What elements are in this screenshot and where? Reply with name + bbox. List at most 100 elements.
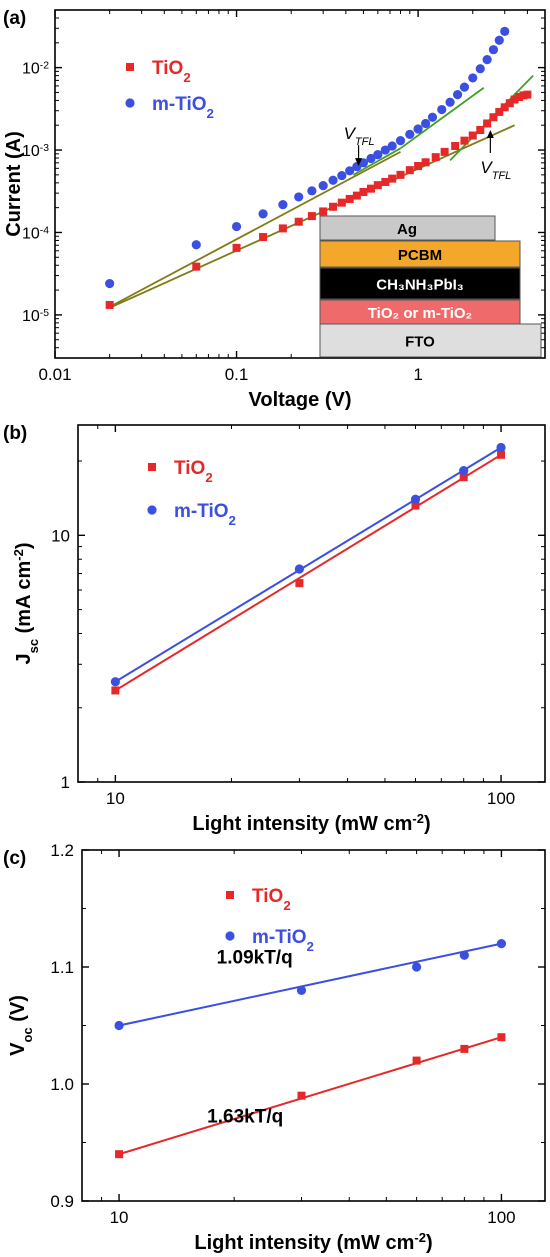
text-span: TiO₂ or m-TiO₂	[368, 305, 472, 322]
data-point-tio2	[459, 473, 468, 482]
data-point-mtio2	[105, 278, 115, 289]
legend-marker-mtio2	[125, 98, 135, 108]
text-span: CH₃NH₃PbI₃	[376, 277, 464, 294]
y-tick-label: 1.2	[50, 841, 74, 860]
data-point-tio2	[337, 198, 346, 207]
text-span: 2	[283, 898, 290, 913]
data-point-mtio2	[373, 150, 383, 160]
series-mtio2	[105, 26, 510, 289]
text-span: 1.1	[50, 958, 74, 977]
text-span: TiO	[252, 886, 283, 907]
x-axis-title: Light intensity (mW cm-2)	[194, 1230, 432, 1255]
data-point-tio2	[352, 191, 361, 200]
text-span: V	[7, 1042, 29, 1056]
data-point-tio2	[495, 107, 504, 116]
text-span: 10	[106, 789, 125, 808]
text-span: 1.09kT/q	[217, 947, 293, 968]
vtfl-annotation: VTFL	[480, 158, 511, 182]
data-point-tio2	[411, 501, 420, 510]
series-tio2	[115, 1033, 506, 1159]
text-span: 10	[51, 526, 70, 545]
text-span: 2	[183, 70, 190, 85]
data-point-tio2	[523, 90, 532, 99]
device-layer-label: CH₃NH₃PbI₃	[376, 277, 464, 294]
text-span: TFL	[492, 170, 512, 182]
data-point-mtio2	[488, 45, 499, 55]
device-layer-label: FTO	[405, 334, 435, 351]
data-point-tio2	[412, 1056, 421, 1065]
data-point-tio2	[366, 184, 375, 193]
data-point-mtio2	[294, 564, 304, 574]
text-span: 10	[22, 308, 40, 325]
data-point-mtio2	[427, 112, 438, 122]
x-tick-label: 100	[487, 1208, 515, 1227]
text-span: 2	[205, 470, 212, 485]
data-point-tio2	[460, 136, 469, 145]
legend-label-mtio2: m-TiO2	[252, 927, 314, 954]
text-span: 2	[229, 513, 236, 528]
data-point-mtio2	[387, 141, 397, 151]
text-span: Light intensity (mW cm	[192, 813, 412, 835]
legend-label-mtio2: m-TiO2	[174, 501, 236, 528]
plot-frame	[54, 9, 546, 359]
fit-line-mtio2	[118, 942, 502, 1027]
data-point-tio2	[388, 174, 397, 183]
text-span: )	[13, 543, 35, 550]
data-point-mtio2	[114, 1020, 124, 1031]
data-point-mtio2	[191, 240, 201, 250]
device-layer	[319, 299, 521, 325]
text-span: -4	[40, 225, 49, 236]
text-span: Voltage (V)	[249, 389, 352, 411]
text-span: oc	[20, 1027, 35, 1042]
data-point-mtio2	[421, 118, 431, 129]
text-span: (mA cm	[13, 561, 35, 639]
text-span: (V)	[7, 995, 29, 1027]
data-point-tio2	[115, 1150, 124, 1159]
text-span: -2	[412, 811, 424, 826]
text-span: sc	[26, 639, 41, 653]
y-tick-label: 10	[51, 526, 70, 545]
vtfl-arrowhead	[355, 158, 363, 167]
text-span: (a)	[3, 8, 26, 29]
slope-annotation: 1.63kT/q	[207, 1107, 283, 1128]
legend-marker-mtio2	[147, 505, 157, 515]
data-point-mtio2	[294, 192, 304, 202]
data-point-tio2	[381, 177, 390, 186]
vtfl-arrowhead	[486, 130, 494, 139]
y-tick-label: 10-3	[22, 143, 49, 161]
y-tick-label: 10-2	[22, 60, 49, 78]
series-tio2	[105, 90, 532, 309]
data-point-mtio2	[459, 950, 469, 960]
data-point-mtio2	[366, 153, 376, 164]
text-span: V	[480, 158, 493, 177]
text-span: Light intensity (mW cm	[194, 1232, 414, 1254]
y-tick-label: 1.1	[50, 958, 74, 977]
data-point-tio2	[460, 1044, 469, 1053]
data-point-tio2	[405, 166, 414, 175]
data-point-mtio2	[345, 166, 355, 176]
legend-label-mtio2: m-TiO2	[152, 94, 214, 121]
text-span: TiO	[152, 58, 183, 79]
text-span: 1.63kT/q	[207, 1107, 283, 1128]
fit-line-mtio2	[114, 446, 502, 683]
data-point-tio2	[468, 131, 477, 140]
device-layer-label: TiO₂ or m-TiO₂	[368, 305, 472, 322]
y-tick-label: 1	[61, 773, 70, 792]
text-span: )	[424, 813, 431, 835]
data-point-mtio2	[412, 962, 422, 972]
x-axis-title: Light intensity (mW cm-2)	[192, 811, 430, 836]
series-mtio2	[110, 442, 506, 687]
y-axis-title: Current (A)	[3, 131, 25, 237]
data-point-tio2	[483, 119, 492, 128]
text-span: m-TiO	[252, 927, 307, 948]
data-point-tio2	[373, 181, 382, 190]
text-span: 10	[22, 143, 40, 160]
data-point-tio2	[345, 194, 354, 203]
text-span: 2	[307, 939, 314, 954]
legend-marker-tio2	[226, 891, 234, 899]
data-point-mtio2	[337, 170, 347, 181]
